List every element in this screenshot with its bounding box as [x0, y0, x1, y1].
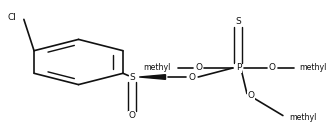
Text: Cl: Cl — [7, 14, 16, 22]
Text: methyl: methyl — [289, 113, 316, 122]
Text: methyl: methyl — [299, 64, 327, 72]
Text: O: O — [269, 64, 276, 72]
Text: O: O — [247, 92, 254, 101]
Text: P: P — [236, 64, 241, 72]
Text: S: S — [236, 18, 241, 26]
Polygon shape — [139, 75, 165, 79]
Text: O: O — [189, 72, 195, 82]
Text: O: O — [195, 64, 202, 72]
Text: S: S — [130, 72, 135, 82]
Text: methyl: methyl — [143, 64, 171, 72]
Text: O: O — [129, 112, 136, 121]
